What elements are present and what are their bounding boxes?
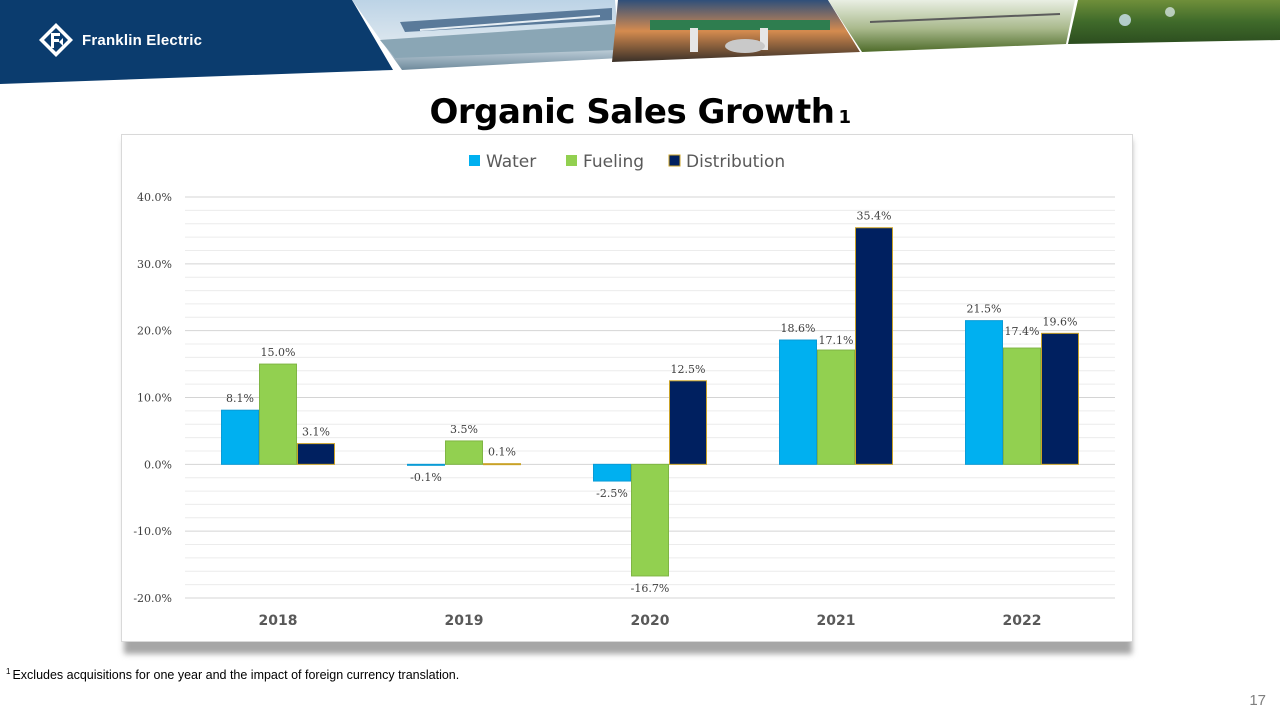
- bar-water-2019: [407, 463, 445, 466]
- x-tick-label-2022: 2022: [1003, 613, 1042, 629]
- header-band: [0, 0, 1280, 84]
- title-text: Organic Sales Growth: [429, 92, 835, 132]
- bar-fueling-2019: [445, 440, 483, 465]
- y-tick-label: 20.0%: [137, 325, 172, 338]
- data-label-distribution-2022: 19.6%: [1043, 315, 1078, 328]
- bar-fueling-2022: [1003, 347, 1041, 465]
- legend-label-fueling: Fueling: [583, 152, 644, 172]
- bar-distribution-2019: [483, 463, 521, 466]
- data-label-water-2020: -2.5%: [596, 487, 628, 500]
- legend-swatch-fueling: [566, 155, 577, 166]
- x-tick-label-2018: 2018: [259, 613, 298, 629]
- legend-label-distribution: Distribution: [686, 152, 785, 172]
- page-title: Organic Sales Growth 1: [0, 92, 1280, 132]
- footnote-text: Excludes acquisitions for one year and t…: [12, 668, 460, 683]
- y-tick-label: 30.0%: [137, 258, 172, 271]
- bar-distribution-2022: [1041, 332, 1079, 465]
- data-label-fueling-2018: 15.0%: [261, 346, 296, 359]
- data-label-water-2019: -0.1%: [410, 471, 442, 484]
- x-tick-label-2021: 2021: [817, 613, 856, 629]
- brand-color-block: [0, 0, 393, 84]
- title-footnote-marker: 1: [838, 107, 851, 128]
- bar-water-2021: [779, 339, 817, 465]
- bar-distribution-2021: [855, 227, 893, 465]
- bar-distribution-2020: [669, 380, 707, 465]
- fuel-station-photo: [612, 0, 860, 62]
- data-label-distribution-2020: 12.5%: [671, 363, 706, 376]
- x-tick-label-2019: 2019: [445, 613, 484, 629]
- bar-fueling-2020: [631, 463, 669, 577]
- bar-fueling-2021: [817, 349, 855, 465]
- franklin-electric-logo-icon: [39, 23, 73, 57]
- legend-swatch-distribution: [668, 154, 681, 167]
- page-number: 17: [1249, 692, 1266, 709]
- data-label-fueling-2019: 3.5%: [450, 423, 478, 436]
- y-tick-label: -10.0%: [133, 525, 172, 538]
- bar-water-2018: [221, 409, 259, 465]
- legend-swatch-water: [469, 155, 480, 166]
- data-label-water-2022: 21.5%: [967, 303, 1002, 316]
- water-treatment-photo: [352, 0, 620, 70]
- irrigation-field-photo: [828, 0, 1075, 52]
- data-label-water-2021: 18.6%: [781, 322, 816, 335]
- data-label-distribution-2021: 35.4%: [857, 210, 892, 223]
- footnote: 1 Excludes acquisitions for one year and …: [6, 667, 459, 682]
- brand-logo: Franklin Electric: [38, 20, 202, 60]
- data-label-fueling-2020: -16.7%: [631, 582, 670, 595]
- data-label-distribution-2018: 3.1%: [302, 426, 330, 439]
- organic-growth-chart: 40.0% 30.0% 20.0% 10.0% 0.0% -10.0% -20.0% Wate…: [133, 152, 1115, 629]
- bar-water-2020: [593, 463, 631, 482]
- footnote-marker: 1: [6, 667, 11, 676]
- chart-card: 40.0% 30.0% 20.0% 10.0% 0.0% -10.0% -20.0% Wate…: [121, 134, 1133, 642]
- y-tick-label: 0.0%: [144, 458, 172, 471]
- bar-water-2022: [965, 320, 1003, 465]
- data-label-distribution-2019: 0.1%: [488, 446, 516, 459]
- data-label-water-2018: 8.1%: [226, 392, 254, 405]
- legend-label-water: Water: [486, 152, 536, 172]
- y-tick-label: -20.0%: [133, 592, 172, 605]
- bar-distribution-2018: [297, 443, 335, 465]
- y-tick-label: 40.0%: [137, 191, 172, 204]
- brand-name: Franklin Electric: [82, 31, 203, 49]
- y-tick-label: 10.0%: [137, 392, 172, 405]
- data-label-fueling-2022: 17.4%: [1005, 325, 1040, 338]
- bar-fueling-2018: [259, 363, 297, 465]
- x-tick-label-2020: 2020: [631, 613, 670, 629]
- sprinkler-photo: [1068, 0, 1280, 44]
- data-label-fueling-2021: 17.1%: [819, 334, 854, 347]
